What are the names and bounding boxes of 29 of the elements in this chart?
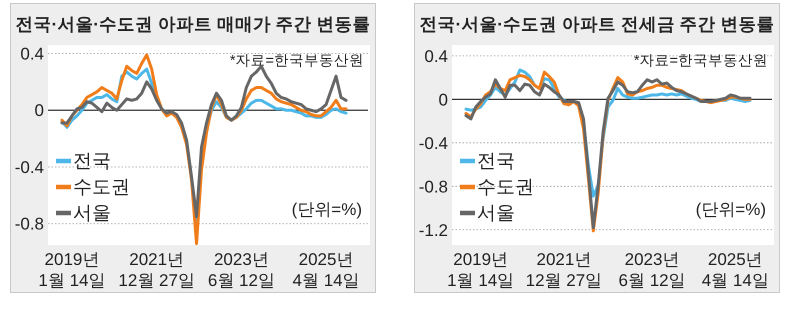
y-tick-label: -0.4 <box>14 158 44 177</box>
annotation: (단위=%) <box>696 200 766 219</box>
x-tick-label: 2019년 1월 14일 <box>447 250 514 290</box>
legend-label: 서울 <box>73 203 111 224</box>
annotation: *자료=한국부동산원 <box>230 53 364 69</box>
x-tick-label: 2023년 6월 12일 <box>208 250 275 290</box>
y-tick-label: 0.4 <box>20 44 44 64</box>
annotation: (단위=%) <box>292 200 362 219</box>
y-tick-label: 0 <box>438 90 448 110</box>
y-tick-label: 0.4 <box>424 46 448 66</box>
legend-label: 전국 <box>73 151 111 172</box>
chart-title: 전국·서울·수도권 아파트 매매가 주간 변동률 <box>15 14 371 34</box>
x-tick-label: 2021년 12월 27일 <box>118 250 195 290</box>
chart-title: 전국·서울·수도권 아파트 전세금 주간 변동률 <box>419 14 775 34</box>
x-tick-label: 2019년 1월 14일 <box>38 250 106 290</box>
annotation: *자료=한국부동산원 <box>634 53 768 69</box>
x-tick-label: 2025년 4월 14일 <box>292 250 360 290</box>
y-tick-label: 0 <box>34 101 44 120</box>
x-tick-label: 2021년 12월 27일 <box>526 250 602 290</box>
y-tick-label: -1.2 <box>418 220 448 240</box>
x-tick-label: 2025년 4월 14일 <box>702 250 769 290</box>
y-tick-label: -0.8 <box>14 214 44 234</box>
legend-label: 수도권 <box>477 177 534 198</box>
x-tick-label: 2023년 6월 12일 <box>618 250 686 290</box>
y-tick-label: -0.4 <box>418 134 448 153</box>
y-tick-label: -0.8 <box>418 177 448 196</box>
legend-label: 전국 <box>477 151 515 172</box>
legend-label: 수도권 <box>73 177 130 198</box>
legend-label: 서울 <box>477 203 515 224</box>
